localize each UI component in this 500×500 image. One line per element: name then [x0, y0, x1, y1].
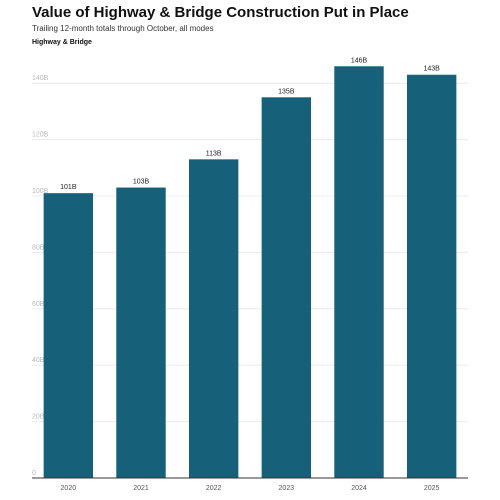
x-tick-label: 2020: [61, 485, 77, 492]
bar: [116, 187, 166, 479]
bar-value-label: 143B: [423, 66, 440, 73]
x-tick-label: 2025: [424, 485, 440, 492]
y-tick-label: 140B: [32, 75, 49, 82]
bar: [261, 97, 312, 479]
y-tick-label: 120B: [32, 132, 49, 139]
x-tick-label: 2023: [279, 485, 295, 492]
bar-value-label: 101B: [60, 184, 77, 191]
bar: [406, 74, 457, 479]
y-tick-label: 100B: [32, 188, 49, 195]
y-tick-label: 80B: [32, 244, 45, 251]
y-tick-label: 40B: [32, 357, 45, 364]
bar-value-label: 113B: [206, 150, 222, 157]
x-tick-label: 2021: [133, 485, 149, 492]
y-tick-label: 0: [32, 470, 36, 477]
series-label: Highway & Bridge: [32, 39, 92, 46]
bar: [334, 66, 384, 478]
y-tick-label: 60B: [32, 301, 45, 308]
y-tick-label: 20B: [32, 414, 45, 421]
x-tick-label: 2024: [351, 485, 367, 492]
chart-title: Value of Highway & Bridge Construction P…: [32, 4, 409, 21]
bar-value-label: 146B: [351, 57, 368, 64]
bar: [43, 193, 94, 478]
x-tick-label: 2022: [206, 485, 222, 492]
bar-value-label: 135B: [278, 88, 295, 95]
chart-subtitle: Trailing 12-month totals through October…: [32, 24, 214, 33]
bar-value-label: 103B: [133, 179, 150, 186]
bar: [188, 159, 239, 478]
